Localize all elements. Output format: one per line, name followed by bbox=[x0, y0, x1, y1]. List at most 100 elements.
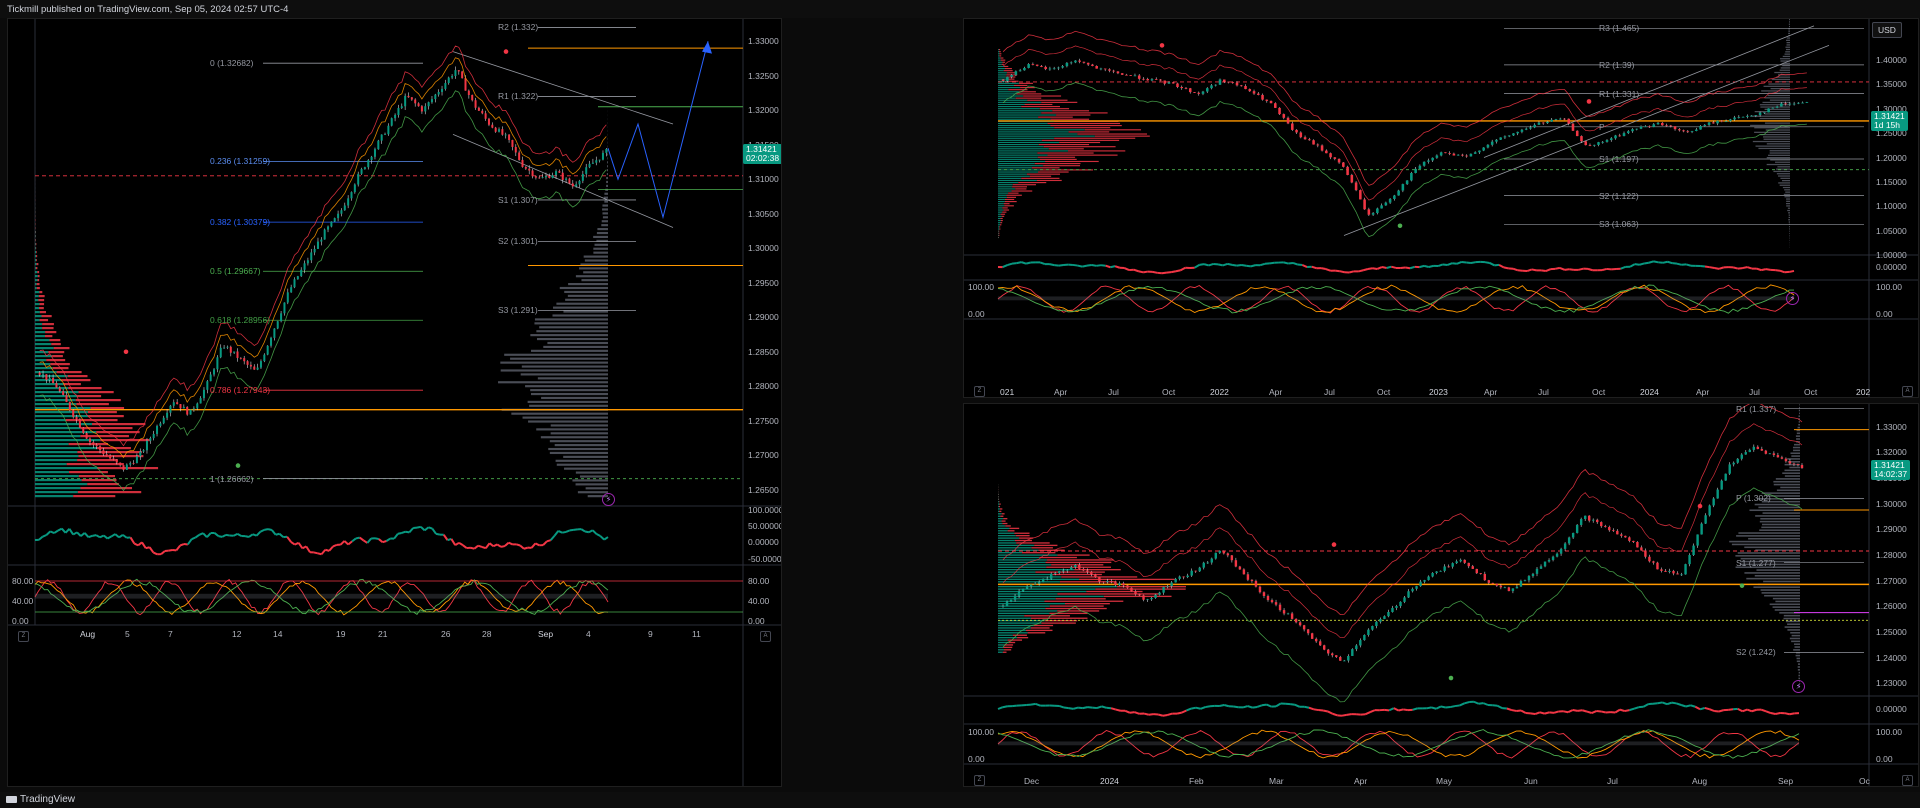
tradingview-brand[interactable]: TradingView bbox=[6, 794, 75, 805]
right-volume-profile bbox=[1786, 205, 1790, 207]
left-alert-bolt-icon[interactable]: ⚡ bbox=[602, 493, 615, 506]
daily-candle-body bbox=[1728, 464, 1731, 474]
channel-lower bbox=[1343, 45, 1830, 236]
osc1-tick: 50.00000 bbox=[748, 521, 782, 531]
daily-candle-body bbox=[1343, 660, 1346, 662]
weekly-candle-body bbox=[1129, 75, 1132, 76]
left-volume-profile-buy bbox=[998, 144, 1039, 146]
left-volume-profile-sell bbox=[998, 505, 1001, 508]
left-volume-profile-buy bbox=[998, 61, 1003, 63]
left-volume-profile-sell bbox=[1003, 70, 1013, 72]
left-chart-panel[interactable]: 1.330001.325001.320001.315001.310001.305… bbox=[7, 18, 782, 787]
left-volume-profile-sell bbox=[1038, 171, 1069, 173]
daily-candle-body bbox=[1616, 530, 1619, 535]
left-volume-profile-buy bbox=[998, 198, 1005, 201]
weekly-candle-body bbox=[1703, 124, 1707, 127]
left-candle-body bbox=[233, 351, 236, 353]
right-volume-profile bbox=[1783, 617, 1800, 620]
right-volume-profile bbox=[1767, 94, 1790, 97]
left-candle-body bbox=[538, 177, 541, 179]
right-top-auto-scale-icon[interactable]: A bbox=[1902, 386, 1913, 397]
left-volume-profile-buy bbox=[35, 367, 53, 370]
momentum-line bbox=[1530, 712, 1536, 716]
momentum-line bbox=[1186, 707, 1192, 712]
weekly-candle-body bbox=[1388, 198, 1392, 203]
left-candle-body bbox=[491, 124, 494, 128]
momentum-line bbox=[141, 541, 147, 549]
left-volume-profile-buy bbox=[998, 639, 1008, 641]
right-volume-profile bbox=[1760, 134, 1790, 136]
momentum-line bbox=[1256, 704, 1263, 708]
left-volume-profile-buy bbox=[998, 118, 1051, 120]
momentum-line bbox=[1171, 270, 1177, 274]
weekly-candle-body bbox=[1171, 82, 1175, 84]
right-volume-profile bbox=[1753, 586, 1800, 588]
momentum-line bbox=[1426, 706, 1432, 710]
daily-candle-body bbox=[1122, 583, 1125, 586]
momentum-line bbox=[297, 542, 304, 549]
left-volume-profile-sell bbox=[1030, 617, 1088, 619]
daily-candle-body bbox=[1074, 564, 1077, 568]
right-top-chart-canvas[interactable] bbox=[964, 19, 1919, 398]
left-candle-body bbox=[373, 149, 376, 157]
right-volume-profile bbox=[1766, 163, 1790, 166]
left-volume-profile-buy bbox=[998, 131, 1069, 133]
left-chart-canvas[interactable] bbox=[8, 19, 782, 787]
momentum-line bbox=[325, 548, 330, 552]
daily-candle-body bbox=[1234, 560, 1238, 567]
right-volume-profile bbox=[1791, 640, 1800, 643]
left-auto-scale-icon[interactable]: A bbox=[760, 631, 771, 642]
right-volume-profile bbox=[1768, 154, 1790, 156]
left-volume-profile-buy bbox=[35, 315, 42, 318]
right-volume-profile bbox=[1798, 415, 1800, 417]
pivot-label: R2 (1.39) bbox=[1599, 59, 1635, 70]
right-volume-profile bbox=[1782, 180, 1790, 182]
momentum-line bbox=[88, 534, 93, 539]
left-candle-body bbox=[578, 180, 581, 185]
daily-candle-body bbox=[1523, 580, 1527, 582]
right-volume-profile bbox=[1799, 404, 1800, 406]
left-candle-body bbox=[169, 405, 172, 413]
momentum-line bbox=[1134, 711, 1140, 715]
weekly-candle-body bbox=[1108, 69, 1111, 71]
momentum-line bbox=[1447, 262, 1453, 266]
momentum-line bbox=[1671, 701, 1677, 705]
right-volume-profile bbox=[575, 483, 608, 486]
right-bottom-alert-bolt-icon[interactable]: ⚡ bbox=[1792, 680, 1805, 693]
momentum-line bbox=[1587, 267, 1593, 272]
left-volume-profile-buy bbox=[35, 483, 88, 486]
right-top-zoom-icon[interactable]: Z bbox=[974, 386, 985, 397]
left-candle-body bbox=[162, 417, 165, 424]
momentum-line bbox=[1058, 705, 1065, 709]
right-volume-profile bbox=[1746, 577, 1800, 580]
daily-candle-body bbox=[1511, 588, 1515, 592]
daily-candle-body bbox=[1258, 586, 1262, 593]
right-volume-profile bbox=[1754, 575, 1800, 577]
currency-button[interactable]: USD bbox=[1872, 22, 1902, 38]
left-volume-profile-buy bbox=[998, 222, 1001, 224]
right-bottom-current-price-badge: 1.31421 14:02:37 bbox=[1871, 460, 1911, 480]
left-volume-profile-sell bbox=[1052, 110, 1090, 112]
right-volume-profile bbox=[1784, 189, 1790, 191]
right-top-chart-panel[interactable]: 1.40000 1.35000 1.30000 1.25000 1.20000 1.150… bbox=[963, 18, 1919, 398]
momentum-line bbox=[1110, 265, 1116, 269]
left-volume-profile-sell bbox=[1052, 573, 1102, 576]
weekly-candle-body bbox=[1137, 75, 1141, 79]
right-bottom-chart-panel[interactable]: 1.330001.320001.310001.300001.290001.280… bbox=[963, 403, 1919, 787]
weekly-candle-body bbox=[1337, 158, 1341, 163]
right-volume-profile bbox=[550, 432, 608, 435]
fib-label: 1 (1.26662) bbox=[210, 473, 254, 484]
momentum-line bbox=[1775, 269, 1781, 272]
left-volume-profile-buy bbox=[35, 295, 39, 298]
momentum-line bbox=[385, 537, 391, 542]
left-volume-profile-buy bbox=[998, 72, 1008, 74]
left-zoom-icon[interactable]: Z bbox=[18, 631, 29, 642]
right-bottom-zoom-icon[interactable]: Z bbox=[974, 775, 985, 786]
right-volume-profile bbox=[1775, 600, 1800, 603]
right-top-alert-bolt-icon[interactable]: ⚡ bbox=[1786, 292, 1799, 305]
right-bottom-chart-canvas[interactable] bbox=[964, 404, 1919, 787]
right-bottom-auto-scale-icon[interactable]: A bbox=[1902, 775, 1913, 786]
momentum-line bbox=[278, 533, 284, 538]
right-volume-profile bbox=[520, 373, 608, 376]
momentum-line bbox=[1461, 260, 1467, 264]
